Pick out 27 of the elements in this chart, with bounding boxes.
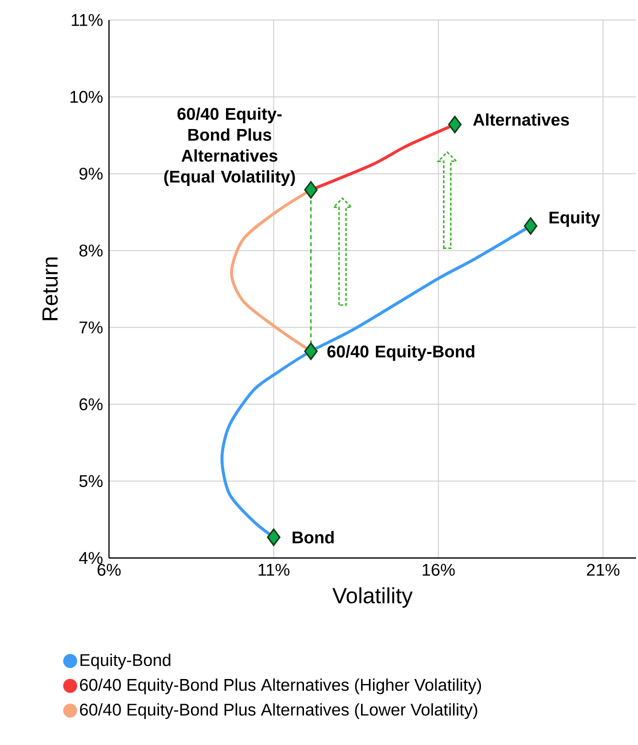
y-tick-label: 7% [80,322,103,334]
annotation: Bond [292,531,334,544]
annotation: Equity [550,211,600,227]
y-tick-label: 8% [79,244,103,257]
y-axis-title: Return [42,258,58,320]
point [266,528,280,546]
legend-label: Equity-Bond [80,654,170,670]
y-tick-label: 5% [79,475,103,488]
point [304,342,318,360]
y-tick-label: 10% [70,90,103,103]
y-tick-label: 6% [80,398,103,410]
legend-label: 60/40 Equity-Bond Plus Alternatives (Lower Volatility) [80,703,478,720]
annotation: Alternatives [473,113,569,126]
y-tick-label: 11% [72,14,103,26]
x-tick-label: 16% [422,564,455,576]
point [304,181,318,199]
point [448,116,462,134]
x-tick-label: 11% [258,564,290,576]
x-tick-label: 6% [98,564,121,576]
x-tick-label: 21% [586,564,620,576]
y-tick-label: 4% [79,552,103,564]
y-tick-label: 9% [79,168,103,180]
point [524,217,538,235]
x-axis-title: Volatility [332,587,413,608]
annotation: 60/40 Equity-Bond [327,345,474,361]
annotation: 60/40 Equity-Bond Plus Alternatives (Equal Volatility) [164,107,295,186]
legend-label: 60/40 Equity-Bond Plus Alternatives (Higher Volatility) [80,678,481,694]
